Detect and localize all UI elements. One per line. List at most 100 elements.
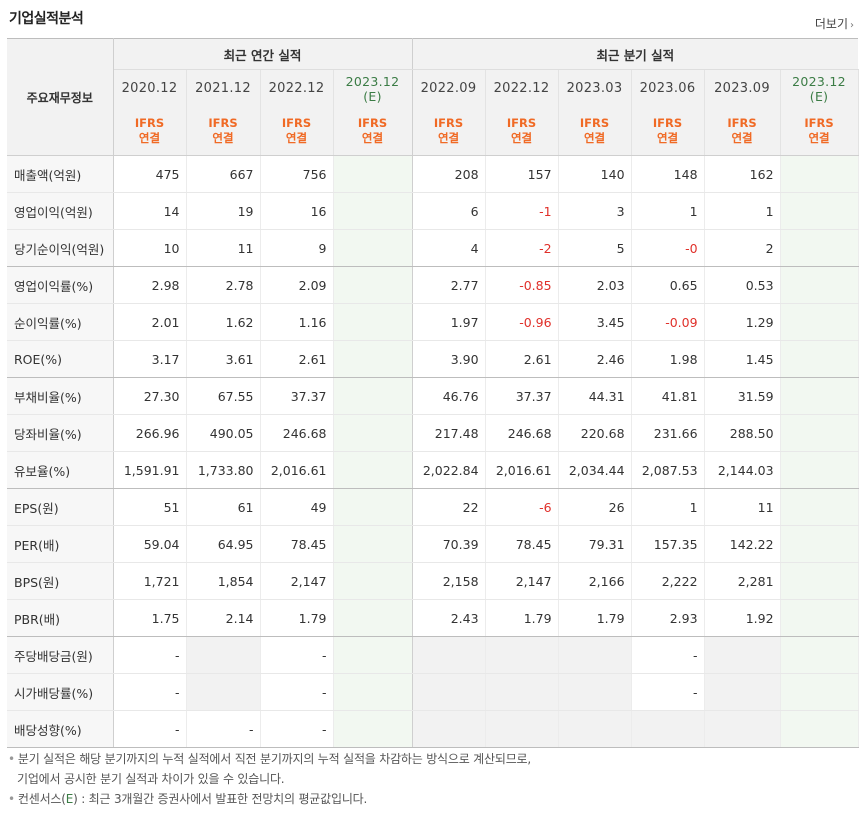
value-cell [780, 229, 859, 267]
value-cell: 2,034.44 [558, 451, 632, 489]
value-cell: 1 [631, 192, 705, 230]
value-cell: 246.68 [485, 414, 559, 452]
value-cell: 79.31 [558, 525, 632, 563]
value-cell: 140 [558, 155, 632, 193]
table-row: 주당배당금(원) - - - [7, 636, 859, 674]
row-label: 순이익률(%) [7, 303, 114, 341]
value-cell: 2 [704, 229, 781, 267]
value-cell [780, 303, 859, 341]
value-cell: 5 [558, 229, 632, 267]
value-cell [558, 636, 632, 674]
value-cell: 220.68 [558, 414, 632, 452]
value-cell: 78.45 [260, 525, 334, 563]
value-cell: 1.45 [704, 340, 781, 378]
value-cell: 6 [412, 192, 486, 230]
value-cell: 475 [113, 155, 187, 193]
value-cell: 2,222 [631, 562, 705, 600]
value-cell: 217.48 [412, 414, 486, 452]
row-label: EPS(원) [7, 488, 114, 526]
value-cell [333, 673, 413, 711]
value-cell: 64.95 [186, 525, 261, 563]
value-cell [333, 377, 413, 415]
value-cell [485, 710, 559, 748]
value-cell [412, 710, 486, 748]
value-cell: 2.98 [113, 266, 187, 304]
value-cell: - [260, 673, 334, 711]
value-cell [558, 673, 632, 711]
row-label: 배당성향(%) [7, 710, 114, 748]
more-link[interactable]: 더보기 › [815, 15, 854, 32]
value-cell: 3.61 [186, 340, 261, 378]
basis-header: IFRS 연결 [780, 107, 859, 156]
table-row: PER(배) 59.04 64.95 78.45 70.39 78.45 79.31 157.… [7, 525, 859, 563]
value-cell [780, 488, 859, 526]
footnote-1-cont: 기업에서 공시한 분기 실적과 차이가 있을 수 있습니다. [17, 772, 285, 786]
table-row: PBR(배) 1.75 2.14 1.79 2.43 1.79 1.79 2.93 1.92 [7, 599, 859, 637]
value-cell: -2 [485, 229, 559, 267]
value-cell: 2.09 [260, 266, 334, 304]
value-cell: -0.85 [485, 266, 559, 304]
value-cell [186, 673, 261, 711]
value-cell [780, 377, 859, 415]
footnote-1: • 분기 실적은 해당 분기까지의 누적 실적에서 직전 분기까지의 누적 실적을… [8, 752, 532, 766]
financial-table: 주요재무정보 최근 연간 실적 최근 분기 실적 2020.12 2021.12 2… [7, 38, 859, 748]
period-header: 2023.12 (E) [333, 69, 413, 107]
value-cell: 1.75 [113, 599, 187, 637]
table-row: 유보율(%) 1,591.91 1,733.80 2,016.61 2,022.84 2,… [7, 451, 859, 489]
value-cell: 3.17 [113, 340, 187, 378]
value-cell: 2,087.53 [631, 451, 705, 489]
value-cell: 1.79 [558, 599, 632, 637]
value-cell [780, 562, 859, 600]
value-cell: -6 [485, 488, 559, 526]
value-cell: 756 [260, 155, 334, 193]
annual-header: 최근 연간 실적 [113, 38, 413, 70]
row-label: 주당배당금(원) [7, 636, 114, 674]
value-cell [333, 525, 413, 563]
value-cell: 10 [113, 229, 187, 267]
value-cell: 37.37 [260, 377, 334, 415]
value-cell [412, 636, 486, 674]
value-cell [780, 340, 859, 378]
value-cell: - [186, 710, 261, 748]
value-cell: 2.78 [186, 266, 261, 304]
value-cell: 2,016.61 [485, 451, 559, 489]
value-cell [780, 525, 859, 563]
value-cell [333, 229, 413, 267]
value-cell: 67.55 [186, 377, 261, 415]
value-cell: 1.29 [704, 303, 781, 341]
value-cell: 70.39 [412, 525, 486, 563]
value-cell: 0.65 [631, 266, 705, 304]
period-header: 2023.03 [558, 69, 632, 107]
value-cell: 2.61 [485, 340, 559, 378]
row-label: ROE(%) [7, 340, 114, 378]
table-row: 시가배당률(%) - - - [7, 673, 859, 711]
row-header: 주요재무정보 [7, 38, 114, 156]
value-cell: 37.37 [485, 377, 559, 415]
period-header: 2022.09 [412, 69, 486, 107]
value-cell [780, 599, 859, 637]
value-cell: 41.81 [631, 377, 705, 415]
period-header: 2020.12 [113, 69, 187, 107]
basis-header: IFRS 연결 [558, 107, 632, 156]
value-cell [333, 451, 413, 489]
section-title: 기업실적분석 [9, 11, 84, 27]
quarter-header: 최근 분기 실적 [412, 38, 859, 70]
table-row: 배당성향(%) - - - [7, 710, 859, 748]
value-cell: - [260, 710, 334, 748]
row-label: 매출액(억원) [7, 155, 114, 193]
value-cell: 2.93 [631, 599, 705, 637]
more-label: 더보기 [814, 17, 848, 31]
table-row: 매출액(억원) 475 667 756 208 157 140 148 162 [7, 155, 859, 193]
value-cell: - [113, 673, 187, 711]
value-cell: 1 [704, 192, 781, 230]
value-cell [412, 673, 486, 711]
footnotes: • 분기 실적은 해당 분기까지의 누적 실적에서 직전 분기까지의 누적 실적을… [8, 749, 531, 809]
value-cell: 2.77 [412, 266, 486, 304]
table-row: 당좌비율(%) 266.96 490.05 246.68 217.48 246.68 220… [7, 414, 859, 452]
value-cell: 16 [260, 192, 334, 230]
value-cell: - [113, 710, 187, 748]
value-cell: 51 [113, 488, 187, 526]
table-row: 영업이익률(%) 2.98 2.78 2.09 2.77 -0.85 2.03 0.65 0.5… [7, 266, 859, 304]
value-cell [780, 636, 859, 674]
row-label: 영업이익률(%) [7, 266, 114, 304]
